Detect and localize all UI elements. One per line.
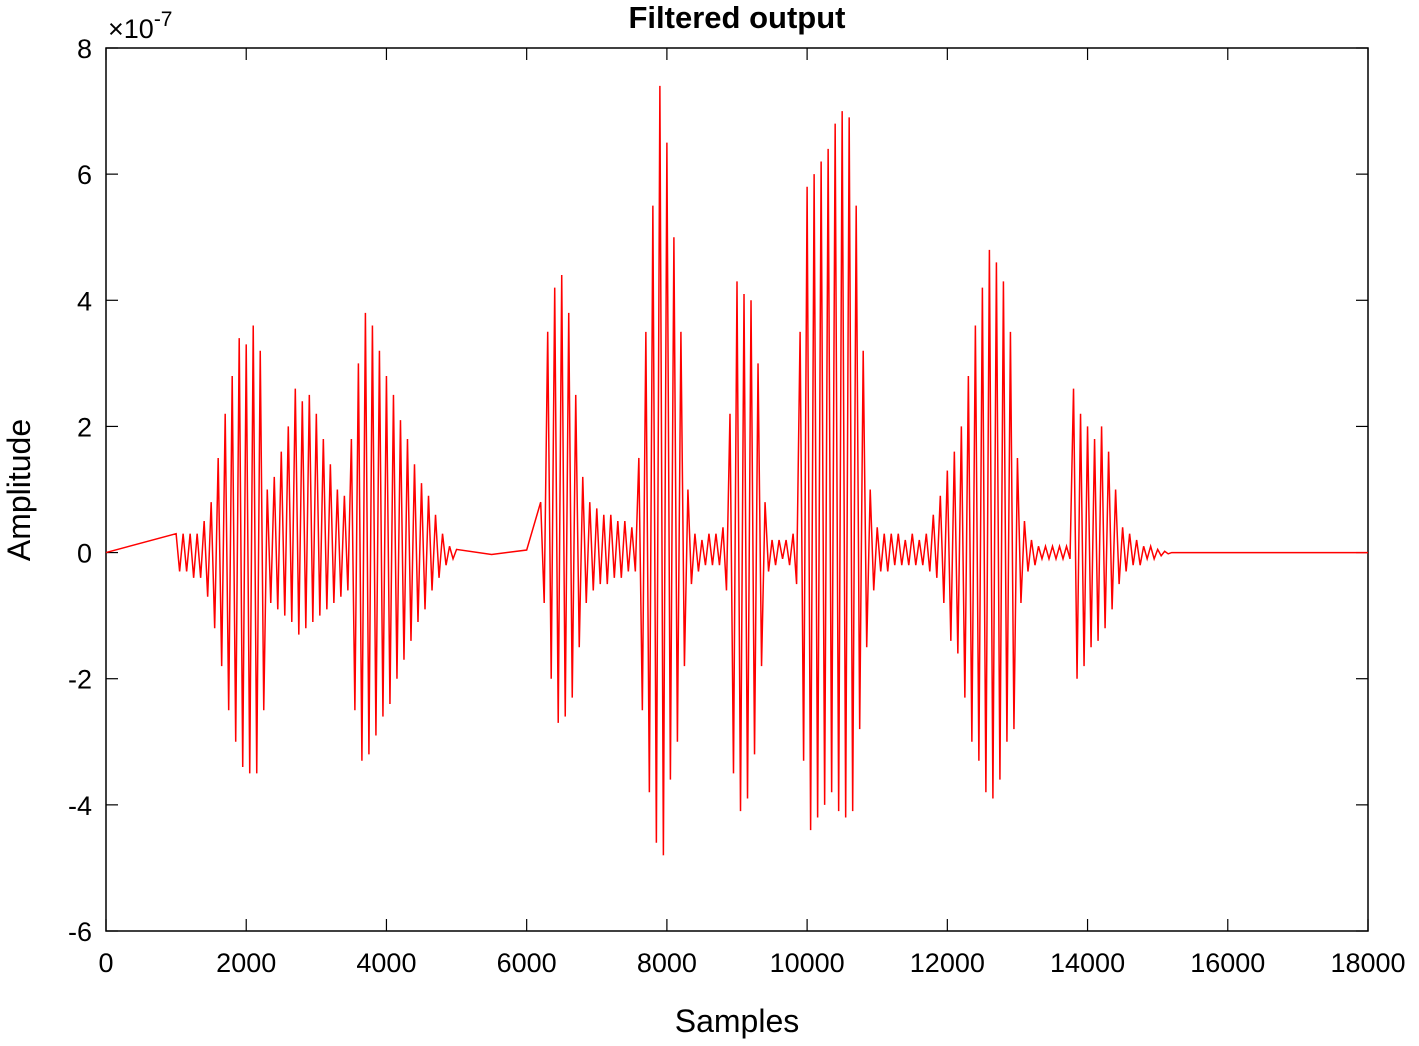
x-tick-label: 4000 xyxy=(356,948,416,978)
x-tick-label: 0 xyxy=(98,948,113,978)
y-multiplier: ×10-7 xyxy=(108,8,173,44)
y-multiplier-exponent: -7 xyxy=(154,8,173,31)
x-tick-label: 14000 xyxy=(1050,948,1125,978)
y-tick-label: -4 xyxy=(68,791,92,821)
x-tick-label: 2000 xyxy=(216,948,276,978)
signal-line xyxy=(105,85,1368,856)
y-tick-label: 6 xyxy=(77,160,92,190)
y-tick-label: 2 xyxy=(77,412,92,442)
x-axis-label: Samples xyxy=(675,1003,800,1039)
x-tick-label: 6000 xyxy=(497,948,557,978)
plot-area xyxy=(105,47,1369,932)
x-tick-label: 12000 xyxy=(910,948,985,978)
chart-title: Filtered output xyxy=(629,0,846,35)
x-tick-label: 8000 xyxy=(637,948,697,978)
y-tick-label: -2 xyxy=(68,665,92,695)
y-tick-label: -6 xyxy=(68,917,92,947)
series xyxy=(105,85,1368,856)
x-tick-label: 10000 xyxy=(770,948,845,978)
x-tick-label: 18000 xyxy=(1330,948,1405,978)
axes: 0 2000 4000 6000 8000 10000 12000 14000 16000 180… xyxy=(68,34,1406,978)
y-multiplier-base: ×10 xyxy=(108,14,154,44)
y-tick-label: 0 xyxy=(77,539,92,569)
y-tick-label: 4 xyxy=(77,286,92,316)
y-axis-label: Amplitude xyxy=(1,419,37,561)
x-tick-label: 16000 xyxy=(1190,948,1265,978)
y-tick-label: 8 xyxy=(77,34,92,64)
